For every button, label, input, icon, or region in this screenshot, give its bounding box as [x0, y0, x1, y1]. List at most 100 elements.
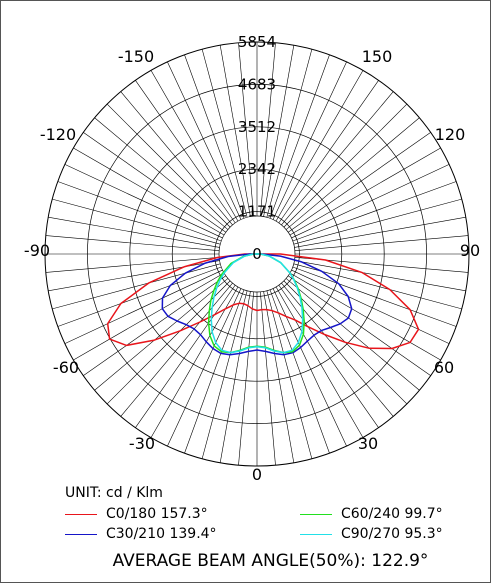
radial-tick-label: 3512 — [238, 118, 276, 136]
angle-label: 90 — [460, 241, 480, 260]
angle-label: -120 — [40, 125, 76, 144]
grid-spoke — [219, 291, 251, 463]
legend-item-c90: C90/270 95.3° — [300, 526, 443, 542]
series-curve-1 — [161, 253, 353, 356]
grid-spoke — [281, 91, 394, 226]
grid-spoke — [289, 272, 441, 361]
angle-label: -90 — [24, 241, 50, 260]
grid-spoke — [45, 235, 220, 251]
radial-tick-label: 0 — [252, 245, 262, 263]
grid-spoke — [263, 45, 295, 217]
angle-label: -60 — [53, 358, 79, 377]
grid-spoke — [64, 269, 223, 344]
unit-label: UNIT: cd / Klm — [65, 485, 163, 501]
grid-spoke — [275, 70, 364, 222]
legend-label-c30: C30/210 139.4° — [106, 526, 217, 542]
grid-spoke — [106, 280, 231, 405]
grid-spoke — [201, 49, 248, 218]
legend-item-c60: C60/240 99.7° — [300, 506, 443, 522]
grid-spoke — [201, 290, 248, 459]
grid-spoke — [57, 181, 222, 242]
grid-spoke — [106, 103, 231, 228]
grid-spoke — [285, 117, 420, 230]
grid-spoke — [64, 164, 223, 239]
legend-swatch-c0 — [65, 513, 97, 515]
angle-label: -30 — [129, 434, 155, 453]
angle-label: -150 — [118, 47, 154, 66]
grid-spoke — [52, 198, 221, 245]
angle-label: 30 — [358, 434, 378, 453]
grid-spoke — [73, 272, 225, 361]
angle-label: 120 — [435, 125, 466, 144]
legend-swatch-c90 — [300, 533, 332, 535]
average-beam-angle: AVERAGE BEAM ANGLE(50%): 122.9° — [0, 551, 491, 571]
grid-spoke — [292, 266, 457, 327]
grid-spoke — [278, 284, 379, 428]
average-beam-angle-text: AVERAGE BEAM ANGLE(50%): 122.9° — [112, 551, 429, 571]
grid-spoke — [167, 61, 242, 220]
radial-tick-label: 5854 — [238, 33, 276, 51]
grid-spoke — [57, 266, 222, 327]
grid-spoke — [94, 117, 229, 230]
grid-spoke — [135, 284, 236, 428]
legend-item-c0: C0/180 157.3° — [65, 506, 208, 522]
grid-spoke — [150, 286, 239, 438]
grid-spoke — [48, 216, 220, 248]
grid-spoke — [260, 291, 276, 466]
legend-label-c0: C0/180 157.3° — [106, 506, 208, 522]
grid-spoke — [294, 260, 466, 292]
grid-spoke — [291, 164, 450, 239]
grid-spoke — [294, 235, 469, 251]
grid-spoke — [272, 288, 347, 447]
grid-spoke — [120, 282, 233, 417]
angle-label: 150 — [362, 47, 393, 66]
grid-spoke — [289, 147, 441, 236]
legend-swatch-c30 — [65, 533, 97, 535]
grid-spoke — [120, 91, 233, 226]
grid-spoke — [293, 198, 462, 245]
grid-spoke — [291, 269, 450, 344]
grid-spoke — [281, 282, 394, 417]
grid-spoke — [184, 289, 245, 454]
angle-label: 60 — [434, 358, 454, 377]
grid-spoke — [269, 289, 330, 454]
grid-spoke — [294, 216, 466, 248]
grid-spoke — [219, 45, 251, 217]
grid-spoke — [263, 291, 295, 463]
grid-spoke — [52, 263, 221, 310]
angle-label: 0 — [252, 465, 262, 484]
grid-spoke — [238, 42, 254, 217]
grid-spoke — [45, 257, 220, 273]
grid-spoke — [287, 275, 431, 376]
grid-spoke — [73, 147, 225, 236]
grid-ring — [214, 211, 300, 297]
grid-spoke — [94, 278, 229, 391]
grid-spoke — [83, 132, 227, 233]
series-curve-3 — [210, 253, 304, 354]
grid-spoke — [83, 275, 227, 376]
series-curve-0 — [106, 253, 420, 350]
grid-spoke — [278, 80, 379, 224]
grid-spoke — [238, 291, 254, 466]
legend-label-c60: C60/240 99.7° — [341, 506, 443, 522]
legend-label-c90: C90/270 95.3° — [341, 526, 443, 542]
grid-spoke — [167, 288, 242, 447]
legend-item-c30: C30/210 139.4° — [65, 526, 217, 542]
grid-spoke — [266, 290, 313, 459]
grid-spoke — [272, 61, 347, 220]
grid-spoke — [184, 54, 245, 219]
grid-spoke — [275, 286, 364, 438]
grid-spoke — [285, 278, 420, 391]
grid-spoke — [150, 70, 239, 222]
radial-tick-label: 2342 — [238, 160, 276, 178]
labels: 0 1171 2342 3512 4683 5854 0 30 -30 60 -60 90 -90 120… — [24, 33, 480, 484]
grid-spoke — [266, 49, 313, 218]
curves — [106, 253, 420, 356]
radial-tick-label: 4683 — [238, 75, 276, 93]
grid-spoke — [135, 80, 236, 224]
grid-ring — [129, 126, 385, 382]
grid-spoke — [292, 181, 457, 242]
legend-swatch-c60 — [300, 513, 332, 515]
grid-spoke — [269, 54, 330, 219]
